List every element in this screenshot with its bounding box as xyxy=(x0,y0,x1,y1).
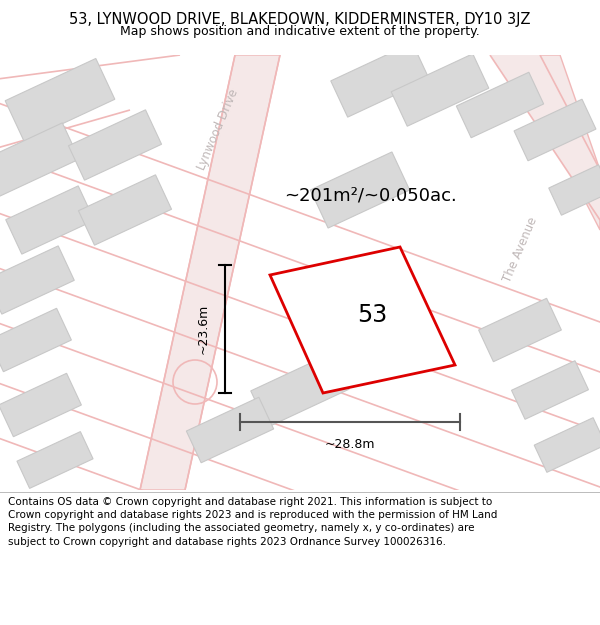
Polygon shape xyxy=(251,353,349,427)
Polygon shape xyxy=(514,99,596,161)
Polygon shape xyxy=(0,246,74,314)
Polygon shape xyxy=(79,175,172,245)
Polygon shape xyxy=(68,110,161,180)
Polygon shape xyxy=(457,72,544,138)
Text: 53: 53 xyxy=(357,303,387,327)
Polygon shape xyxy=(479,298,562,362)
Text: ~28.8m: ~28.8m xyxy=(325,438,375,451)
Polygon shape xyxy=(187,398,274,462)
Polygon shape xyxy=(313,295,407,365)
Polygon shape xyxy=(490,55,600,220)
Polygon shape xyxy=(270,247,455,393)
Polygon shape xyxy=(0,373,82,437)
Text: 53, LYNWOOD DRIVE, BLAKEDOWN, KIDDERMINSTER, DY10 3JZ: 53, LYNWOOD DRIVE, BLAKEDOWN, KIDDERMINS… xyxy=(69,12,531,27)
Polygon shape xyxy=(5,59,115,141)
Polygon shape xyxy=(512,361,589,419)
Polygon shape xyxy=(549,165,600,215)
Polygon shape xyxy=(17,432,93,488)
Text: Map shows position and indicative extent of the property.: Map shows position and indicative extent… xyxy=(120,26,480,39)
Polygon shape xyxy=(391,54,489,126)
Polygon shape xyxy=(331,43,429,117)
Text: Contains OS data © Crown copyright and database right 2021. This information is : Contains OS data © Crown copyright and d… xyxy=(8,497,497,547)
Text: ~201m²/~0.050ac.: ~201m²/~0.050ac. xyxy=(284,186,457,204)
Polygon shape xyxy=(310,152,410,228)
Text: ~23.6m: ~23.6m xyxy=(197,304,209,354)
Polygon shape xyxy=(0,123,79,197)
Text: Lynwood Drive: Lynwood Drive xyxy=(195,88,241,172)
Polygon shape xyxy=(6,186,94,254)
Text: The Avenue: The Avenue xyxy=(500,216,539,284)
Polygon shape xyxy=(0,308,71,372)
Polygon shape xyxy=(510,55,600,230)
Polygon shape xyxy=(140,55,280,490)
Polygon shape xyxy=(534,418,600,472)
